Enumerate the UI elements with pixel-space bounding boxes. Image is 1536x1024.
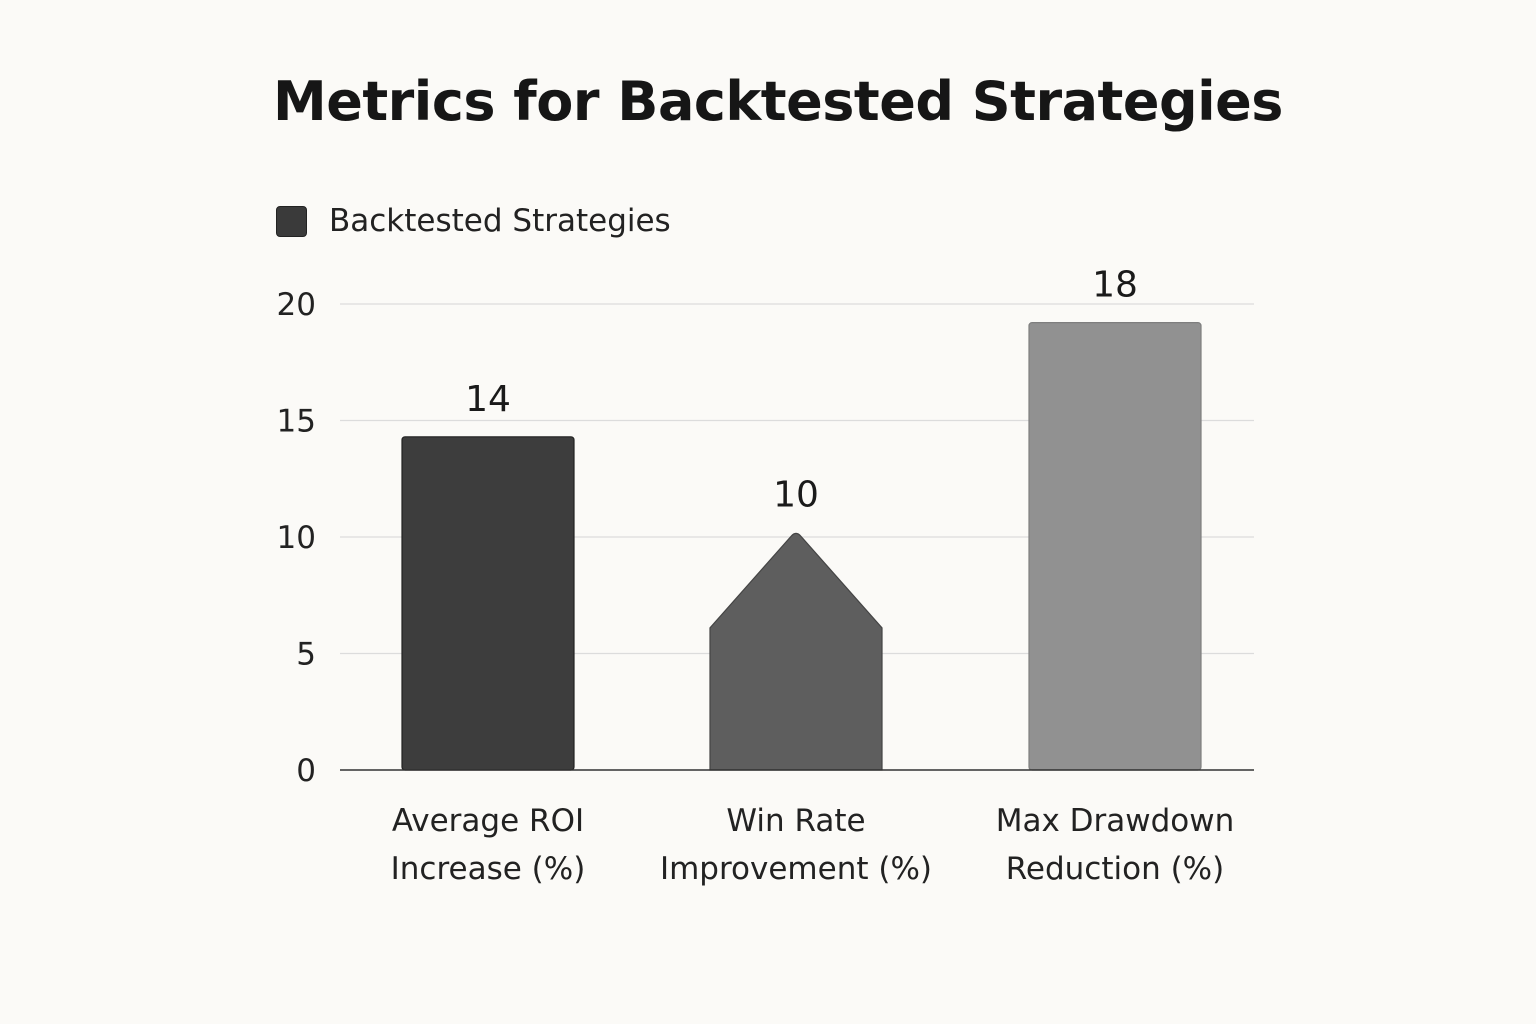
- x-axis-categories: Average ROI Increase (%) Win Rate Improveme…: [391, 803, 1235, 887]
- data-label: 10: [773, 474, 819, 515]
- y-tick-label: 15: [277, 404, 316, 440]
- y-axis-ticks: 0 5 10 15 20: [277, 287, 316, 789]
- y-tick-label: 5: [296, 637, 316, 673]
- y-tick-label: 0: [296, 753, 316, 789]
- value-labels: 14 10 18: [465, 265, 1138, 516]
- legend-swatch: [276, 205, 307, 237]
- x-category-label: Reduction (%): [1006, 851, 1224, 887]
- y-tick-label: 20: [277, 287, 316, 323]
- bars: [401, 322, 1202, 771]
- y-tick-label: 10: [277, 520, 316, 556]
- x-category-label: Win Rate: [726, 803, 865, 839]
- bar-average-roi: [401, 436, 575, 771]
- chart-title: Metrics for Backtested Strategies: [273, 70, 1283, 133]
- legend-label: Backtested Strategies: [329, 203, 671, 239]
- x-category-label: Max Drawdown: [996, 803, 1235, 839]
- x-category-label: Improvement (%): [660, 851, 932, 887]
- bar-win-rate: [709, 532, 883, 771]
- legend: Backtested Strategies: [276, 203, 671, 239]
- bar-max-drawdown: [1028, 322, 1202, 771]
- x-category-label: Increase (%): [391, 851, 586, 887]
- x-category-label: Average ROI: [392, 803, 584, 839]
- data-label: 18: [1092, 265, 1138, 306]
- data-label: 14: [465, 379, 511, 420]
